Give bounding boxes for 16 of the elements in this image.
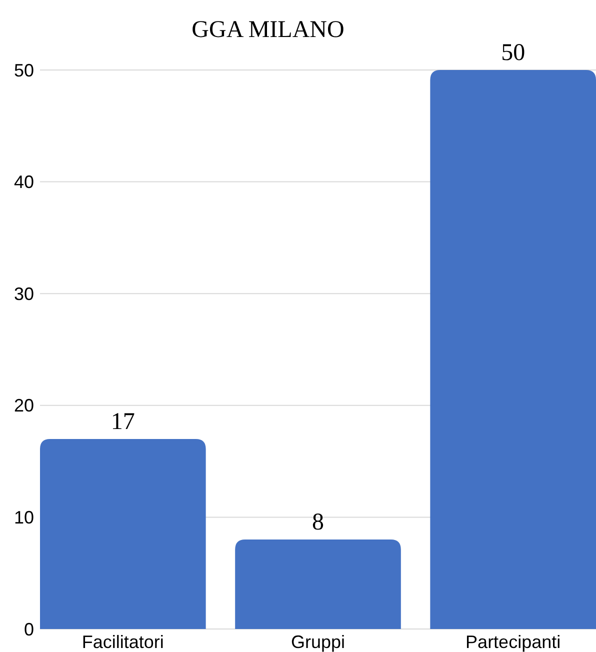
x-tick-label: Facilitatori	[82, 632, 164, 652]
x-tick-label: Partecipanti	[466, 632, 561, 652]
data-label: 50	[501, 40, 526, 66]
data-label: 8	[312, 510, 324, 536]
y-tick-label: 30	[14, 284, 34, 304]
y-tick-label: 10	[14, 508, 34, 528]
x-tick-label: Gruppi	[290, 632, 346, 652]
chart-title: GGA MILANO	[192, 17, 344, 43]
data-label: 17	[110, 408, 135, 435]
y-tick-label: 0	[24, 619, 34, 640]
bar	[430, 70, 596, 629]
bar	[40, 438, 206, 629]
y-tick-label: 50	[14, 60, 34, 80]
y-tick-label: 20	[14, 396, 34, 416]
y-tick-label: 40	[14, 172, 34, 192]
bar	[235, 540, 401, 629]
